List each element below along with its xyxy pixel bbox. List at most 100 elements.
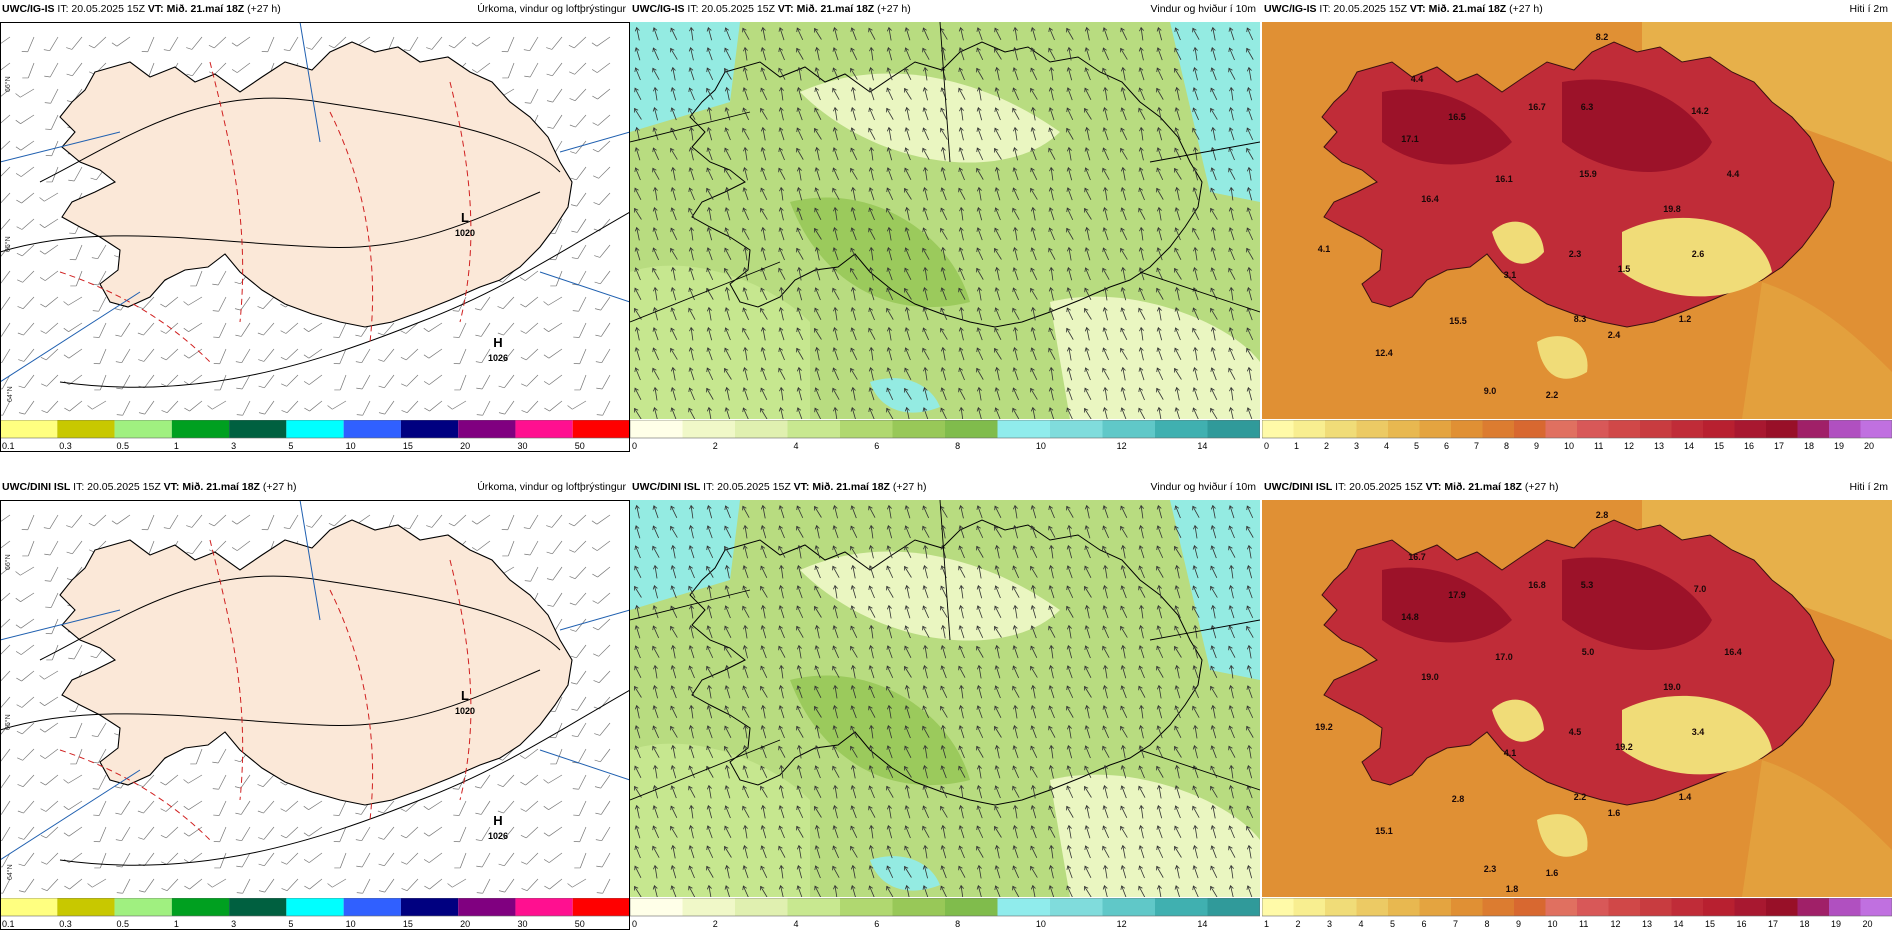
wind-arrow [1050, 67, 1054, 81]
wind-arrow [888, 127, 892, 141]
wind-arrow-head [1229, 764, 1234, 770]
wind-arrow [780, 865, 784, 879]
wind-arrow-head [742, 387, 748, 392]
wind-arrow [1031, 47, 1037, 61]
colorbar-swatch [1482, 898, 1514, 916]
wind-arrow-head [778, 784, 784, 790]
wind-arrow-head [670, 744, 676, 750]
wind-arrow [1248, 845, 1252, 859]
wind-arrow-head [724, 327, 730, 332]
wind-barb [99, 852, 107, 869]
wind-arrow [1176, 565, 1180, 579]
panel-header: UWC/IG-IS IT: 20.05.2025 15Z VT: Mið. 21… [0, 0, 630, 22]
colorbar-swatch [515, 420, 573, 438]
wind-arrow-head [833, 406, 838, 412]
wind-arrow [886, 408, 894, 419]
colorbar-swatch [1797, 898, 1829, 916]
wind-arrow [1157, 127, 1163, 141]
wind-arrow [942, 247, 946, 261]
wind-arrow [797, 387, 803, 401]
wind-arrow [886, 387, 894, 401]
wind-barb [46, 374, 59, 387]
wind-arrow-head [653, 764, 658, 770]
wind-barb [144, 878, 155, 893]
wind-arrow [1212, 327, 1216, 341]
wind-arrow-head [778, 825, 783, 831]
wind-arrow-head [1138, 565, 1143, 571]
wind-arrow [724, 68, 732, 80]
wind-arrow [761, 825, 767, 839]
wind-arrow [760, 565, 768, 579]
wind-barb-flag [15, 624, 22, 629]
wind-arrow-head [832, 47, 838, 52]
wind-arrow-head [1066, 246, 1072, 252]
valid-time: Mið. 21.maí 18Z [182, 481, 260, 493]
wind-arrow [780, 207, 784, 221]
temperature-value-label: 1.4 [1679, 792, 1692, 802]
wind-arrow [688, 686, 696, 698]
wind-arrow-head [1156, 287, 1161, 293]
wind-arrow [761, 645, 767, 659]
temperature-value-label: 19.2 [1315, 722, 1333, 732]
wind-arrow-head [833, 684, 838, 690]
wind-arrow-head [652, 147, 657, 153]
wind-barb [548, 348, 563, 359]
colorbar-tick-label: 6 [874, 441, 879, 451]
wind-arrow [742, 685, 750, 699]
wind-barb [308, 826, 323, 837]
wind-barb-flag [111, 42, 118, 47]
wind-barb-flag [498, 890, 505, 893]
wind-arrow-head [1192, 107, 1197, 113]
wind-arrow [760, 387, 768, 401]
wind-arrow-head [1048, 347, 1053, 353]
wind-arrow-head [1120, 544, 1126, 550]
wind-arrow-head [814, 187, 820, 192]
wind-arrow [1229, 27, 1235, 41]
wind-arrow-head [1048, 664, 1054, 670]
colorbar-tick-label: 17 [1774, 441, 1784, 451]
wind-barb [21, 192, 35, 204]
wind-arrow-head [1174, 864, 1180, 870]
wind-barb [263, 322, 275, 336]
wind-arrow [960, 27, 964, 41]
wind-arrow [1139, 765, 1145, 779]
wind-arrow-head [1013, 326, 1018, 332]
isobar-line [39, 97, 561, 183]
wind-arrow-head [904, 765, 909, 771]
wind-arrow-head [1102, 745, 1107, 751]
wind-arrow [654, 307, 658, 321]
wind-arrow-head [1030, 865, 1035, 871]
wind-barb-flag [39, 728, 46, 733]
wind-arrow [1246, 605, 1254, 619]
wind-arrow [797, 885, 803, 897]
wind-arrow [816, 247, 820, 261]
wind-arrow-head [814, 167, 820, 172]
colorbar-swatch [1514, 420, 1546, 438]
wind-arrow-head [760, 167, 766, 172]
wind-arrow [670, 826, 678, 838]
colorbar-tick-label: 30 [517, 919, 527, 929]
wind-arrow-head [688, 46, 694, 52]
wind-arrow-head [742, 166, 748, 172]
wind-barb [166, 374, 179, 387]
wind-arrow-head [959, 106, 964, 112]
wind-arrow [850, 625, 858, 639]
wind-arrow-head [1138, 187, 1143, 193]
wind-arrow-head [1102, 106, 1108, 112]
colorbar-swatch [1356, 898, 1388, 916]
wind-arrow [1139, 67, 1145, 81]
pressure-center-value: 1026 [488, 353, 508, 363]
wind-arrow [1211, 745, 1217, 759]
wind-arrow-head [760, 207, 765, 213]
wind-arrow [886, 865, 894, 879]
colorbar-tick-label: 10 [1036, 441, 1046, 451]
wind-arrow [1247, 407, 1253, 419]
wind-arrow-head [760, 685, 765, 691]
wind-arrow-head [1049, 644, 1054, 650]
wind-arrow [1211, 845, 1217, 859]
wind-barb [503, 348, 515, 362]
wind-arrow [1086, 227, 1090, 241]
wind-arrow-head [1048, 186, 1054, 192]
wind-barb [49, 62, 59, 78]
wind-arrow [796, 248, 804, 260]
